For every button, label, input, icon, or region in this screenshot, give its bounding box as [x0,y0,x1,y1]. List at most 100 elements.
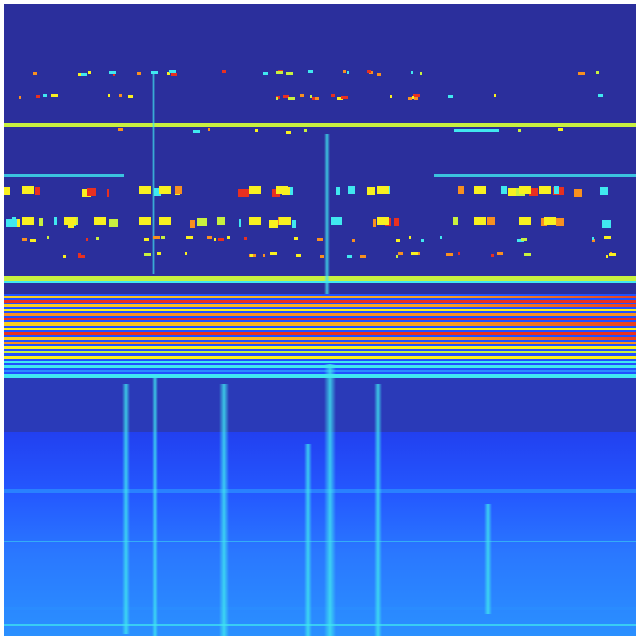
dot [501,186,507,194]
band-stripe-2 [4,304,636,307]
dot [88,71,91,74]
dot [227,236,230,239]
dot [508,188,516,196]
dot [151,71,158,74]
streak-8 [324,134,330,294]
band-stripe-0 [4,296,636,298]
streak-0 [122,384,130,634]
dot-cluster [22,186,34,194]
dot [286,72,293,75]
dot [367,70,371,73]
dot [137,72,141,75]
dot [292,220,296,228]
dot [35,187,40,195]
dot [4,187,10,195]
dot [222,70,226,73]
dot [315,97,319,100]
dot [269,220,278,228]
dot [263,72,268,75]
band-stripe-13 [4,356,636,359]
dot [154,188,161,196]
dot [494,94,496,97]
band-stripe-15 [4,365,636,368]
band-stripe-3 [4,309,636,311]
dot [119,94,122,97]
band-line-cyan-right [434,174,636,177]
dot [491,254,494,257]
band-dotted-line [4,489,636,493]
band-bottom-line [4,607,636,610]
band-stripe-6 [4,322,636,326]
band-line-cyan-left [4,174,124,177]
dot [87,188,96,196]
dot [347,255,352,258]
band-mid-blue [4,378,636,432]
dot [263,254,265,257]
dot-cluster [249,217,261,225]
band-stripe-8 [4,332,636,335]
dot [30,239,36,242]
band-stripe-11 [4,346,636,349]
heatmap-bands [4,4,636,636]
dot [288,97,295,100]
dot [270,252,277,255]
dot [109,219,118,227]
dot [602,220,611,228]
streak-7 [152,74,155,274]
dot [300,94,304,97]
dot [398,252,403,255]
dot-cluster [279,217,291,225]
dot-cluster [94,217,106,225]
band-stripe-9 [4,337,636,340]
dot [294,237,298,240]
dot [418,252,420,255]
dot [352,239,355,242]
dot [373,219,376,227]
dot [144,238,149,241]
dot [458,252,460,255]
band-low-frequency [4,432,636,636]
dot [600,187,608,195]
dot [244,237,247,240]
dot [524,253,531,256]
streak-2 [219,384,229,636]
dot [190,220,195,228]
band-stripe-14 [4,361,636,363]
dot [169,70,176,73]
dot [578,72,585,75]
dot [86,238,88,241]
dot [396,255,398,258]
dot [487,217,495,225]
dot-cluster [519,186,531,194]
dot [448,95,453,98]
dot [411,71,413,74]
dot [310,95,312,98]
dot [63,255,66,258]
dot [317,238,323,241]
dot-cluster [249,186,261,194]
streak-1 [152,374,158,636]
dot [113,73,115,76]
dot [276,97,278,100]
dot [175,186,182,194]
dot [108,94,110,97]
dot [39,218,43,226]
dot-cluster [377,186,389,194]
dot [171,73,177,76]
dot-bar [454,129,499,132]
dot [276,71,283,74]
spectrogram-heatmap [4,4,636,636]
dot [109,71,116,74]
dot [596,71,599,74]
dot [558,128,563,131]
dot [343,70,346,73]
dot [331,94,335,97]
dot [96,237,99,240]
dot [51,94,58,97]
dot [320,255,324,258]
dot [78,73,82,76]
dot-cluster [474,217,486,225]
dot [185,252,187,255]
dot [394,218,399,226]
dot [78,255,85,258]
